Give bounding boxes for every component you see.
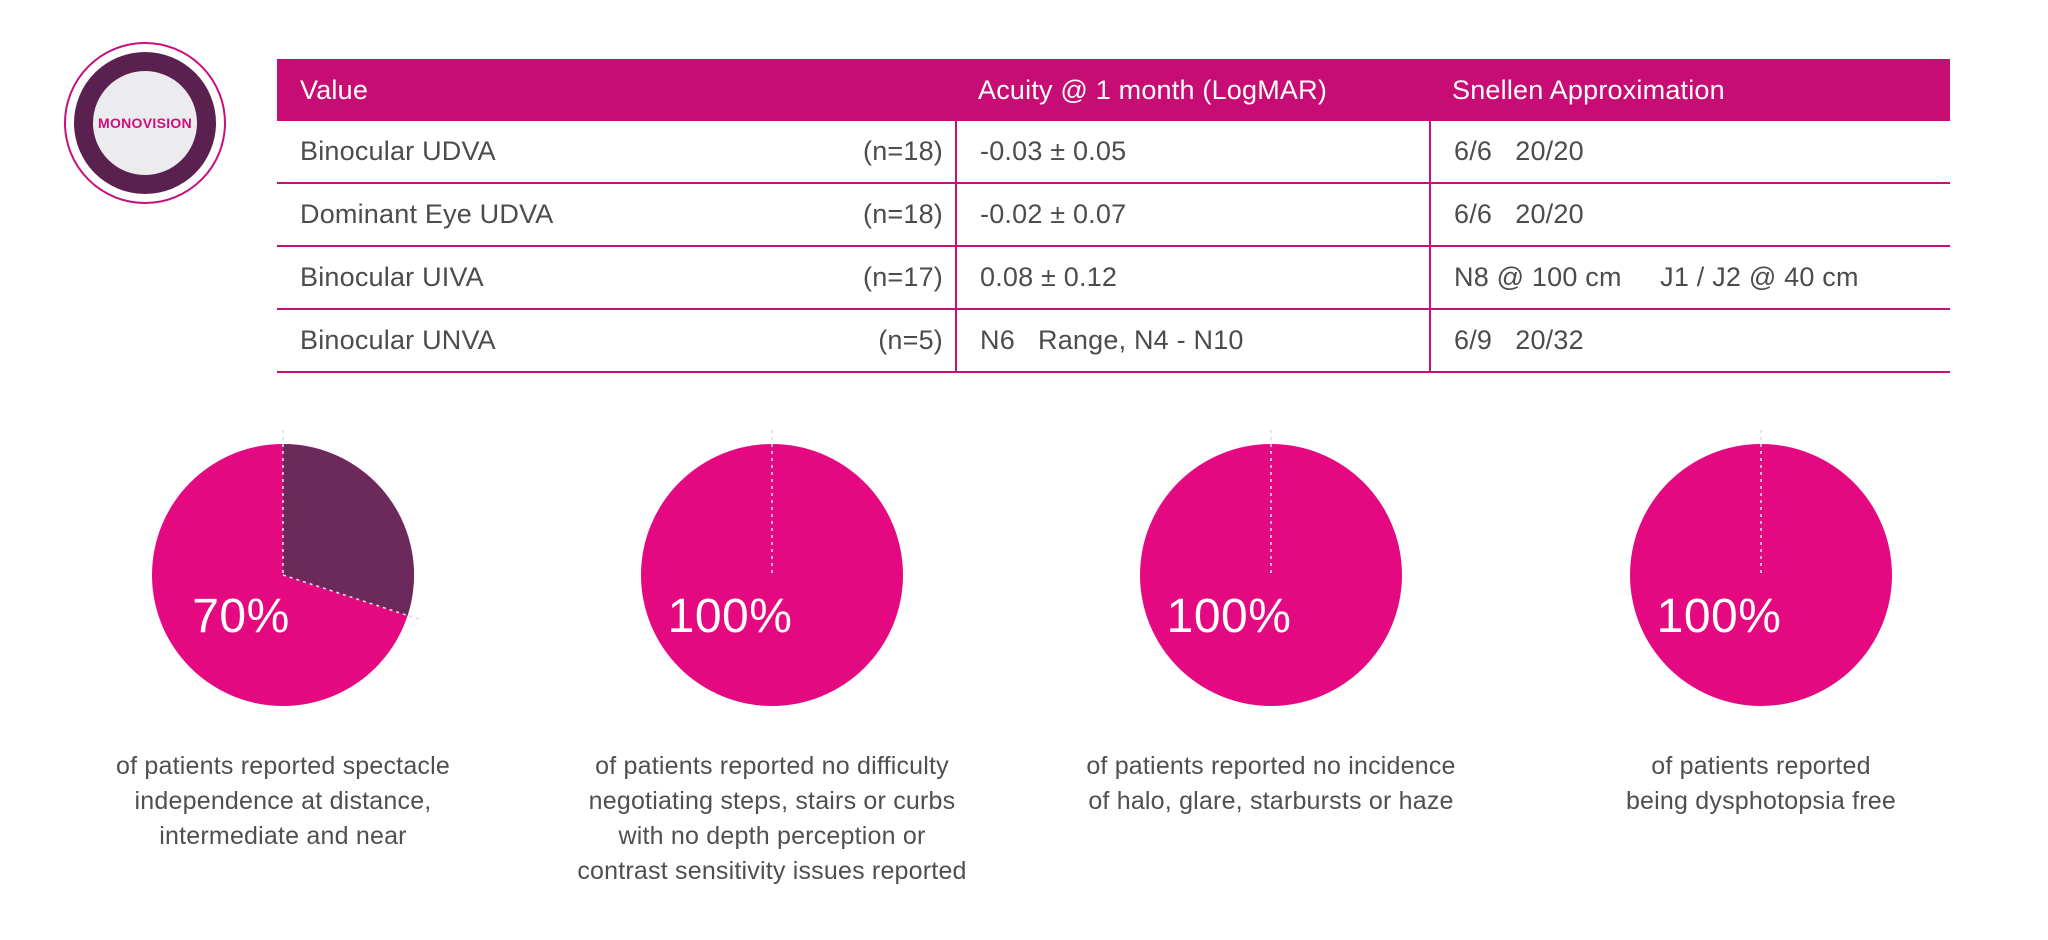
row-label: Dominant Eye UDVA <box>300 199 554 229</box>
pie-slice-main <box>641 444 903 706</box>
monovision-badge: MONOVISION <box>64 42 226 204</box>
pie-chart: 100% <box>1140 430 1402 706</box>
table-cell-snellen: N8 @ 100 cm J1 / J2 @ 40 cm <box>1429 247 1950 308</box>
pie-slices <box>1630 444 1892 706</box>
monovision-badge-ring: MONOVISION <box>74 52 216 194</box>
pie-percent-label: 70% <box>192 590 290 643</box>
row-label: Binocular UIVA <box>300 262 484 292</box>
pie-separator-line <box>282 574 423 621</box>
pie-slices <box>641 444 903 706</box>
row-n-count: (n=5) <box>878 325 943 355</box>
pie-percent-label: 100% <box>668 590 793 643</box>
header-value-label: Value <box>300 74 369 105</box>
pie-chart: 70% <box>152 430 423 706</box>
row-label: Binocular UDVA <box>300 136 496 166</box>
pie-group-steps-stairs: 100% of patients reported no difficulty … <box>532 425 1012 889</box>
row-label: Binocular UNVA <box>300 325 496 355</box>
table-header-acuity: Acuity @ 1 month (LogMAR) <box>978 74 1328 105</box>
table-cell-snellen: 6/6 20/20 <box>1429 184 1950 245</box>
pie-chart: 100% <box>1630 430 1892 706</box>
table-cell-value: Binocular UNVA (n=5) <box>277 325 955 356</box>
row-n-count: (n=18) <box>863 136 943 166</box>
pie-slice-main <box>1140 444 1402 706</box>
table-row: Binocular UIVA (n=17) 0.08 ± 0.12 N8 @ 1… <box>277 247 1950 310</box>
monovision-badge-label: MONOVISION <box>97 115 192 131</box>
table-header-value: Value <box>277 75 955 106</box>
pie-slices <box>1140 444 1402 706</box>
pie-chart: 100% <box>641 430 903 706</box>
pie-group-spectacle-independence: 70% of patients reported spectacle indep… <box>43 425 523 854</box>
table-cell-value: Binocular UIVA (n=17) <box>277 262 955 293</box>
table-cell-value: Dominant Eye UDVA (n=18) <box>277 199 955 230</box>
row-n-count: (n=18) <box>863 199 943 229</box>
pie-percent-label: 100% <box>1657 590 1782 643</box>
table-row: Dominant Eye UDVA (n=18) -0.02 ± 0.07 6/… <box>277 184 1950 247</box>
pie-group-halo-glare: 100% of patients reported no incidence o… <box>1031 425 1511 819</box>
monovision-badge-inner: MONOVISION <box>93 71 197 175</box>
pie-slice-remainder <box>283 444 415 616</box>
table-cell-acuity: -0.03 ± 0.05 <box>955 121 1429 182</box>
table-row: Binocular UDVA (n=18) -0.03 ± 0.05 6/6 2… <box>277 121 1950 184</box>
pie-slice-main <box>1630 444 1892 706</box>
table-cell-acuity: -0.02 ± 0.07 <box>955 184 1429 245</box>
table-header-row: Value Acuity @ 1 month (LogMAR) Snellen … <box>277 59 1950 121</box>
pie-slices <box>152 444 423 706</box>
table-row: Binocular UNVA (n=5) N6 Range, N4 - N10 … <box>277 310 1950 373</box>
table-header-snellen: Snellen Approximation <box>1452 74 1725 105</box>
pie-caption: of patients reported no incidence of hal… <box>1086 752 1456 815</box>
table-cell-acuity: 0.08 ± 0.12 <box>955 247 1429 308</box>
table-cell-snellen: 6/9 20/32 <box>1429 310 1950 371</box>
pie-caption: of patients reported no difficulty negot… <box>577 752 967 885</box>
table-cell-acuity: N6 Range, N4 - N10 <box>955 310 1429 371</box>
table-cell-value: Binocular UDVA (n=18) <box>277 136 955 167</box>
pie-caption: of patients reported being dysphotopsia … <box>1625 752 1897 815</box>
acuity-table: Value Acuity @ 1 month (LogMAR) Snellen … <box>277 59 1950 373</box>
pie-group-dysphotopsia: 100% of patients reported being dysphoto… <box>1521 425 2001 819</box>
row-n-count: (n=17) <box>863 262 943 292</box>
pie-caption: of patients reported spectacle independe… <box>116 752 450 850</box>
table-cell-snellen: 6/6 20/20 <box>1429 121 1950 182</box>
pie-percent-label: 100% <box>1167 590 1292 643</box>
